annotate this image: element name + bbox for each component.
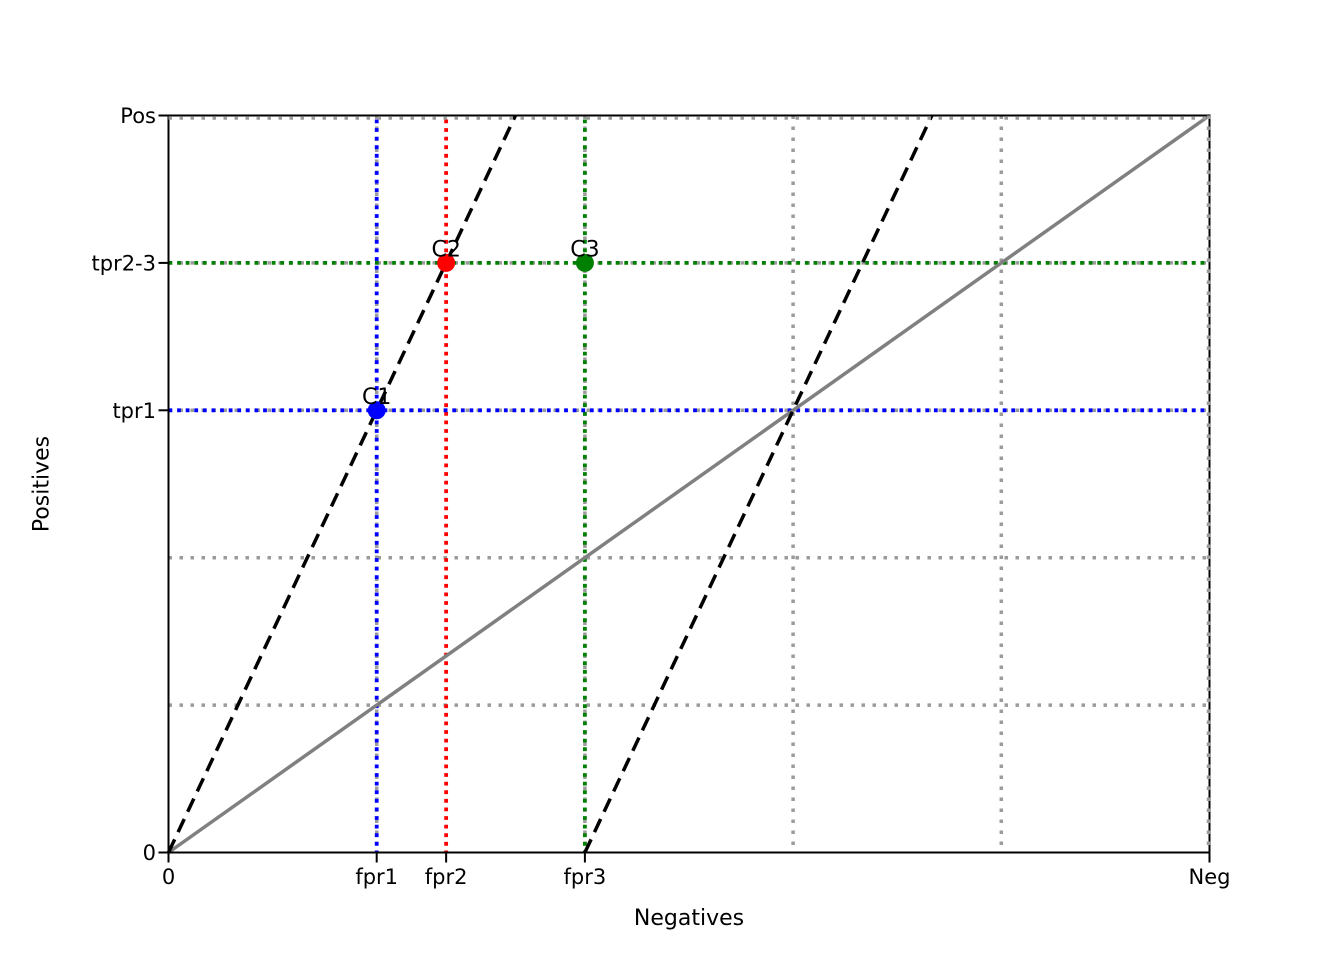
x-tick-label: fpr3 bbox=[564, 865, 607, 889]
plot-border bbox=[167, 114, 1211, 854]
iso-line-shifted bbox=[583, 114, 934, 854]
y-tick-label: tpr2-3 bbox=[92, 251, 157, 275]
y-tick-label: tpr1 bbox=[112, 399, 156, 423]
x-axis-label: Negatives bbox=[633, 906, 745, 931]
classifier-point-c2 bbox=[437, 253, 456, 272]
diagonal-line bbox=[167, 114, 1211, 854]
point-label-c3: C3 bbox=[570, 237, 599, 262]
classifier-point-c3 bbox=[575, 253, 594, 272]
x-tick-label: fpr1 bbox=[355, 865, 398, 889]
y-axis-label: Positives bbox=[29, 435, 55, 533]
classifier-point-c1 bbox=[367, 401, 386, 420]
x-tick-label: fpr2 bbox=[425, 865, 468, 889]
point-label-c1: C1 bbox=[362, 385, 391, 410]
iso-line-origin bbox=[166, 114, 518, 854]
x-tick-label: 0 bbox=[162, 865, 175, 889]
y-tick-label: 0 bbox=[143, 841, 156, 865]
y-tick-label: Pos bbox=[120, 104, 156, 128]
point-label-c2: C2 bbox=[431, 237, 460, 262]
x-tick-label: Neg bbox=[1189, 865, 1231, 889]
